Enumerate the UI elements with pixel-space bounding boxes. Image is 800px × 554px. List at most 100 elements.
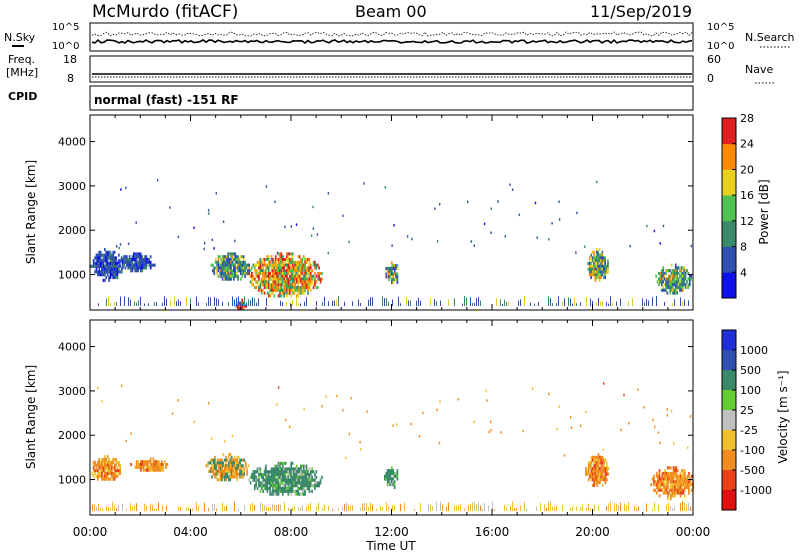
colorbar-swatch xyxy=(722,410,736,431)
data-cell xyxy=(134,269,137,273)
data-cell xyxy=(260,481,263,485)
data-cell xyxy=(389,266,392,270)
data-cell xyxy=(295,277,298,281)
data-cell xyxy=(270,473,273,477)
data-cell xyxy=(263,481,266,485)
data-cell xyxy=(681,480,683,484)
data-cell xyxy=(668,466,671,470)
data-cell xyxy=(392,505,393,511)
data-cell xyxy=(144,303,145,306)
data-cell xyxy=(267,294,270,298)
data-cell xyxy=(219,263,221,267)
data-cell xyxy=(273,489,276,493)
data-cell xyxy=(239,464,241,468)
data-cell xyxy=(301,286,304,290)
data-cell xyxy=(678,488,680,492)
data-cell xyxy=(386,266,389,270)
data-cell xyxy=(534,201,537,205)
data-cell xyxy=(112,270,115,274)
data-cell xyxy=(642,298,643,306)
data-cell xyxy=(316,263,319,267)
data-cell xyxy=(660,288,663,292)
data-cell xyxy=(301,487,304,491)
data-cell xyxy=(212,503,213,511)
data-cell xyxy=(281,291,284,295)
data-cell xyxy=(302,478,305,482)
data-cell xyxy=(253,478,256,482)
data-cell xyxy=(594,270,597,274)
data-cell xyxy=(352,505,353,511)
data-cell xyxy=(585,410,587,414)
data-cell xyxy=(669,274,671,278)
data-cell xyxy=(113,472,116,476)
data-cell xyxy=(111,267,113,271)
data-cell xyxy=(283,478,285,482)
data-cell xyxy=(655,485,658,489)
data-cell xyxy=(312,274,315,278)
data-cell xyxy=(276,467,278,471)
data-cell xyxy=(158,463,160,467)
data-cell xyxy=(556,505,557,511)
data-cell xyxy=(607,467,610,471)
data-cell xyxy=(688,502,689,511)
data-cell xyxy=(554,507,555,511)
data-cell xyxy=(108,264,110,268)
data-cell xyxy=(307,283,309,287)
data-cell xyxy=(319,478,322,482)
data-cell xyxy=(218,464,220,468)
data-cell xyxy=(137,255,139,259)
data-cell xyxy=(262,481,264,485)
data-cell xyxy=(95,253,98,257)
data-cell xyxy=(232,296,233,306)
data-cell xyxy=(276,269,278,273)
noise-search-line xyxy=(91,31,693,37)
data-cell xyxy=(310,234,313,237)
data-cell xyxy=(675,491,678,495)
data-cell xyxy=(263,487,266,491)
data-cell xyxy=(298,467,301,471)
data-cell xyxy=(232,475,234,479)
data-cell xyxy=(680,277,683,281)
data-cell xyxy=(123,263,125,267)
data-cell xyxy=(291,475,294,479)
data-cell xyxy=(119,263,121,267)
data-cell xyxy=(238,258,241,262)
data-cell xyxy=(242,263,245,267)
data-cell xyxy=(318,266,320,270)
data-cell xyxy=(266,280,269,284)
data-cell xyxy=(597,469,600,473)
data-cell xyxy=(112,501,113,511)
data-cell xyxy=(301,280,304,284)
data-cell xyxy=(111,264,113,268)
data-cell xyxy=(248,266,251,270)
data-cell xyxy=(138,266,141,270)
data-cell xyxy=(562,301,563,306)
data-cell xyxy=(600,455,603,459)
data-cell xyxy=(300,478,302,482)
data-cell xyxy=(240,260,242,264)
data-cell xyxy=(284,286,287,290)
data-cell xyxy=(178,506,179,511)
data-cell xyxy=(473,244,475,247)
data-cell xyxy=(683,277,685,281)
data-cell xyxy=(300,484,302,488)
data-cell xyxy=(130,258,132,262)
data-cell xyxy=(295,260,298,264)
data-cell xyxy=(548,238,550,241)
data-cell xyxy=(316,277,319,281)
data-cell xyxy=(243,469,246,473)
data-cell xyxy=(603,478,605,482)
data-cell xyxy=(281,288,284,292)
data-cell xyxy=(253,470,256,474)
data-cell xyxy=(293,269,295,273)
data-cell xyxy=(276,478,278,482)
data-cell xyxy=(604,276,606,280)
data-cell xyxy=(670,505,671,511)
data-cell xyxy=(283,484,285,488)
data-cell xyxy=(111,270,113,274)
data-cell xyxy=(276,280,278,284)
data-cell xyxy=(281,464,284,468)
data-cell xyxy=(108,477,110,481)
data-cell xyxy=(665,471,668,475)
data-cell xyxy=(304,266,306,270)
